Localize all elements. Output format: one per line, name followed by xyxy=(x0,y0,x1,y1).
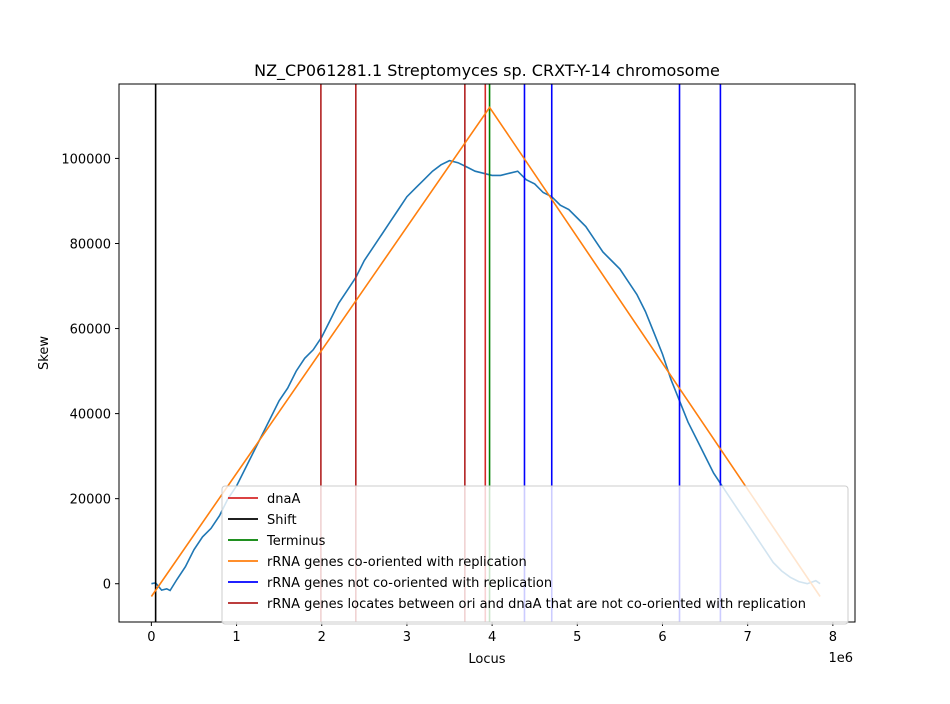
legend-entry-label: rRNA genes not co-oriented with replicat… xyxy=(267,576,552,591)
x-tick-label: 4 xyxy=(488,630,496,645)
x-tick-label: 3 xyxy=(403,630,411,645)
y-tick-label: 80000 xyxy=(70,237,111,252)
skew-series-line xyxy=(151,159,821,592)
plot-area: 0 1 2 3 4 5 6 7 8 0 20000 40000 60000 80000 100000 dnaA… xyxy=(61,83,856,645)
x-axis-label: Locus xyxy=(468,652,505,667)
legend-entry-label: Shift xyxy=(267,513,297,528)
y-tick-label: 40000 xyxy=(70,408,111,423)
chart-title: NZ_CP061281.1 Streptomyces sp. CRXT-Y-14… xyxy=(254,61,720,81)
legend-entry-label: rRNA genes locates between ori and dnaA … xyxy=(267,597,806,612)
x-axis-exponent: 1e6 xyxy=(828,651,853,666)
x-tick-label: 8 xyxy=(829,630,837,645)
legend-box xyxy=(221,485,849,625)
chart-legend: dnaA Shift Terminus rRNA genes co-oriented … xyxy=(221,485,849,625)
y-axis-label: Skew xyxy=(37,336,52,370)
y-tick-label: 100000 xyxy=(61,152,111,167)
x-tick-label: 1 xyxy=(232,630,240,645)
legend-entry-label: Terminus xyxy=(266,534,326,549)
y-tick-label: 60000 xyxy=(70,323,111,338)
x-tick-label: 2 xyxy=(318,630,326,645)
legend-entry-label: rRNA genes co-oriented with replication xyxy=(267,555,527,570)
y-tick-label: 0 xyxy=(103,578,111,593)
x-tick-label: 0 xyxy=(147,630,155,645)
x-tick-label: 6 xyxy=(658,630,666,645)
x-tick-label: 7 xyxy=(744,630,752,645)
y-tick-label: 20000 xyxy=(70,493,111,508)
co-oriented-series-line xyxy=(150,105,821,597)
legend-entry-label: dnaA xyxy=(267,492,300,507)
x-tick-label: 5 xyxy=(573,630,581,645)
